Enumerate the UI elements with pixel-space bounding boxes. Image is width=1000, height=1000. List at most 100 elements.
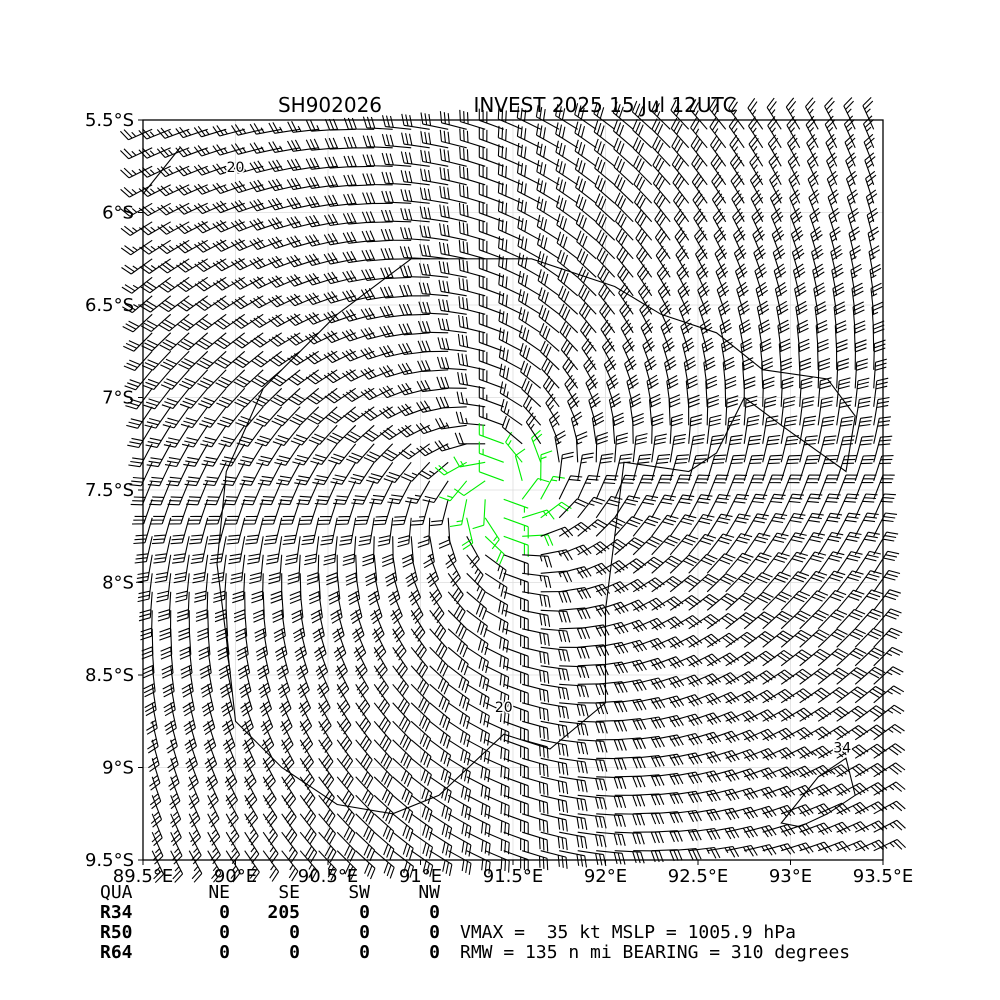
wind-barb xyxy=(575,194,597,223)
wind-barb xyxy=(255,628,269,661)
barb-path xyxy=(780,415,798,444)
barb-path xyxy=(725,787,759,801)
barb-path xyxy=(854,627,885,648)
wind-barb xyxy=(614,432,629,463)
barb-path xyxy=(466,850,491,874)
barb-path xyxy=(392,794,414,824)
barb-path xyxy=(447,591,466,622)
wind-barb xyxy=(454,432,486,445)
wind-barb xyxy=(638,282,653,315)
wind-barb xyxy=(257,462,283,486)
wind-barb xyxy=(836,512,861,537)
wind-barb xyxy=(176,295,209,312)
wind-barb xyxy=(360,347,393,360)
barb-path xyxy=(758,319,771,352)
barb-path xyxy=(843,97,856,130)
wind-barb xyxy=(873,531,899,556)
wind-barb xyxy=(197,369,227,389)
wind-barb xyxy=(608,393,622,426)
wind-barb xyxy=(429,628,448,659)
wind-barb xyxy=(439,111,467,130)
wind-barb xyxy=(447,776,472,802)
wind-barb xyxy=(596,831,626,846)
barb-path xyxy=(252,591,265,623)
wind-barb xyxy=(797,338,810,370)
barb-path xyxy=(707,769,740,782)
barb-path xyxy=(343,174,375,187)
wind-barb xyxy=(163,684,176,717)
table-row-r34: R34 0 205 0 0 xyxy=(100,903,440,923)
wind-barb xyxy=(258,665,271,699)
wind-barb xyxy=(439,480,468,502)
barb-path xyxy=(325,406,357,424)
wind-barb xyxy=(706,691,740,705)
barb-path xyxy=(122,295,153,314)
barb-path xyxy=(410,831,434,859)
barb-path xyxy=(626,374,639,407)
barb-path xyxy=(304,312,338,325)
wind-barb xyxy=(817,454,838,481)
barb-path xyxy=(478,164,504,186)
barb-path xyxy=(362,116,393,130)
barb-path xyxy=(577,583,611,597)
barb-path xyxy=(755,281,769,315)
wind-barb xyxy=(457,352,486,371)
wind-barb xyxy=(632,515,661,537)
barb-path xyxy=(247,536,264,565)
barb-path xyxy=(632,597,666,611)
wind-barb xyxy=(447,572,464,605)
wind-barb xyxy=(817,648,849,667)
wind-barb xyxy=(503,572,529,594)
barb-path xyxy=(555,158,579,186)
barb-path xyxy=(249,179,282,193)
barb-path xyxy=(308,573,321,605)
wind-barb xyxy=(632,536,663,556)
barb-path xyxy=(644,355,657,389)
wind-barb xyxy=(651,413,664,444)
barb-path xyxy=(688,808,721,822)
barb-path xyxy=(873,723,905,741)
wind-barb xyxy=(212,258,245,272)
wind-barb xyxy=(818,840,851,853)
wind-barb xyxy=(281,794,297,827)
wind-barb xyxy=(261,721,275,754)
barb-path xyxy=(360,367,393,380)
wind-barb xyxy=(153,536,172,564)
wind-barb xyxy=(633,716,666,729)
wind-barb xyxy=(161,387,190,410)
header-ne: NE xyxy=(208,882,230,903)
barb-path xyxy=(632,536,663,556)
barb-path xyxy=(416,400,449,413)
wind-barb xyxy=(808,189,820,222)
barb-path xyxy=(817,396,834,426)
barb-path xyxy=(224,758,238,791)
wind-barb xyxy=(826,170,838,204)
wind-barb xyxy=(743,552,772,574)
barb-path xyxy=(343,136,375,149)
wind-barb xyxy=(732,208,745,241)
barb-path xyxy=(400,151,430,167)
barb-path xyxy=(221,702,235,736)
barb-path xyxy=(213,573,227,603)
wind-barb xyxy=(806,134,819,167)
barb-path xyxy=(410,665,430,696)
wind-barb xyxy=(843,97,856,130)
wind-barb xyxy=(531,429,543,463)
wind-barb xyxy=(614,831,645,845)
barb-path xyxy=(193,183,227,195)
barb-path xyxy=(503,591,529,613)
barb-path xyxy=(254,610,267,642)
barb-path xyxy=(688,513,715,537)
barb-path xyxy=(447,850,472,875)
barb-path xyxy=(181,424,209,448)
wind-barb xyxy=(323,330,356,344)
wind-barb xyxy=(749,152,764,186)
barb-path xyxy=(614,453,633,481)
barb-path xyxy=(614,813,646,826)
wind-barb xyxy=(436,376,467,389)
barb-path xyxy=(130,480,153,506)
wind-barb xyxy=(824,97,838,130)
wind-barb xyxy=(339,517,357,546)
barb-path xyxy=(706,632,739,648)
wind-barb xyxy=(323,310,356,324)
